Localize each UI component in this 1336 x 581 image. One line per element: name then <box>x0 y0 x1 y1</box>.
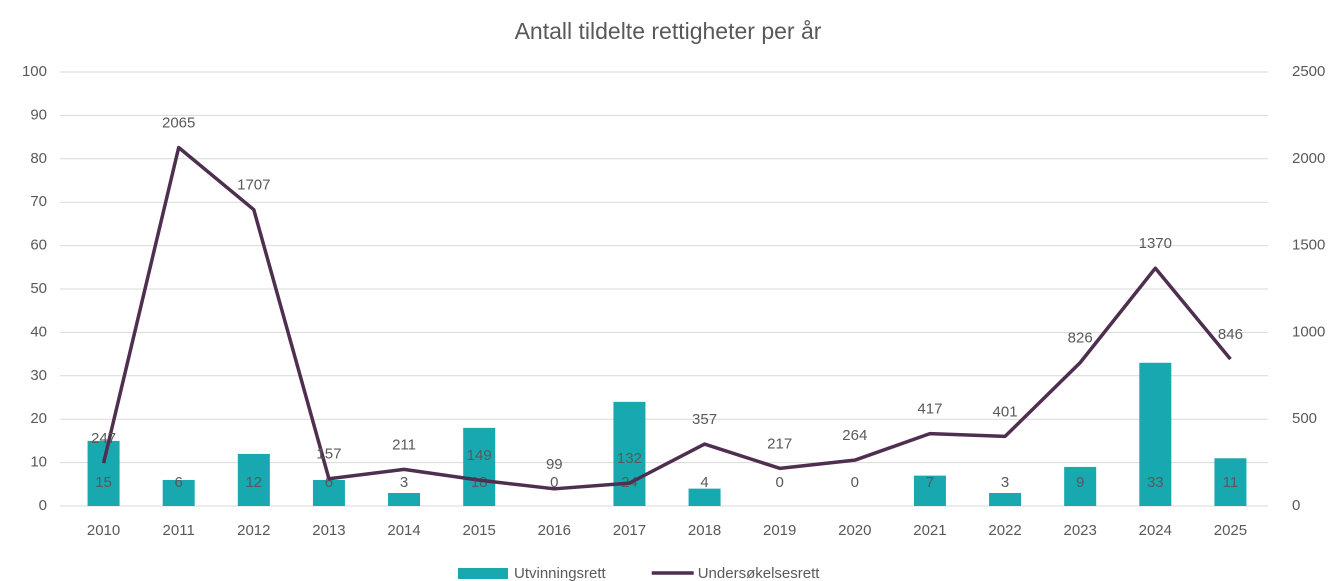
bar <box>87 440 120 506</box>
line-value-label: 1707 <box>237 177 270 194</box>
x-tick-label: 2015 <box>463 522 496 539</box>
bar-value-label: 3 <box>1001 474 1009 491</box>
legend-label: Utvinningsrett <box>514 565 607 581</box>
y-tick-label: 10 <box>30 454 47 471</box>
line-value-label: 211 <box>392 436 416 453</box>
bar <box>688 488 721 506</box>
x-tick-label: 2017 <box>613 522 646 539</box>
line-value-label: 1370 <box>1139 235 1172 252</box>
y2-tick-label: 1000 <box>1292 323 1325 340</box>
y-tick-label: 0 <box>39 497 47 514</box>
line-value-label: 357 <box>692 411 717 428</box>
y-tick-label: 100 <box>22 63 47 80</box>
legend-label: Undersøkelsesrett <box>698 565 821 581</box>
bar-value-label: 7 <box>926 474 934 491</box>
x-tick-label: 2022 <box>988 522 1021 539</box>
bar <box>1214 458 1247 506</box>
y-tick-label: 30 <box>30 367 47 384</box>
bar-value-label: 12 <box>245 474 262 491</box>
bar-value-label: 0 <box>851 474 859 491</box>
x-tick-label: 2023 <box>1064 522 1097 539</box>
line-value-label: 149 <box>467 447 492 464</box>
bar <box>388 492 421 506</box>
bar-value-label: 3 <box>400 474 408 491</box>
bar <box>613 401 646 506</box>
line-value-label: 417 <box>917 401 942 418</box>
line-value-label: 401 <box>993 403 1018 420</box>
line <box>101 145 1232 491</box>
bar <box>913 475 946 506</box>
x-tick-label: 2010 <box>87 522 120 539</box>
y2-tick-label: 0 <box>1292 497 1300 514</box>
bar-value-label: 4 <box>700 474 708 491</box>
x-tick-label: 2013 <box>312 522 345 539</box>
bar-value-label: 11 <box>1223 474 1239 491</box>
bar <box>989 492 1022 506</box>
line-value-label: 99 <box>546 456 563 473</box>
x-tick-label: 2012 <box>237 522 270 539</box>
y-tick-label: 50 <box>30 280 47 297</box>
x-tick-label: 2024 <box>1139 522 1172 539</box>
bar <box>162 479 195 506</box>
x-tick-label: 2019 <box>763 522 796 539</box>
x-tick-label: 2021 <box>913 522 946 539</box>
bar <box>237 453 270 506</box>
x-tick-label: 2020 <box>838 522 871 539</box>
y2-tick-label: 1500 <box>1292 237 1325 254</box>
line-value-label: 264 <box>842 427 867 444</box>
y-tick-label: 90 <box>30 106 47 123</box>
line-value-label: 157 <box>316 446 341 463</box>
bar-value-label: 9 <box>1076 474 1084 491</box>
bar-value-label: 0 <box>776 474 784 491</box>
line-value-label: 826 <box>1068 330 1093 347</box>
y-tick-label: 80 <box>30 150 47 167</box>
line-value-label: 2065 <box>162 114 195 131</box>
legend-swatch <box>458 568 508 579</box>
bar <box>312 479 345 506</box>
y-tick-label: 70 <box>30 193 47 210</box>
bar-value-label: 6 <box>325 474 333 491</box>
x-tick-label: 2018 <box>688 522 721 539</box>
line-value-label: 217 <box>767 435 792 452</box>
bar-value-label: 33 <box>1147 474 1164 491</box>
x-tick-label: 2016 <box>538 522 571 539</box>
y2-tick-label: 500 <box>1292 410 1317 427</box>
line-value-label: 846 <box>1218 326 1243 343</box>
bar <box>463 427 496 506</box>
x-tick-label: 2025 <box>1214 522 1247 539</box>
y2-tick-label: 2500 <box>1292 63 1325 80</box>
y-tick-label: 60 <box>30 237 47 254</box>
bar-value-label: 15 <box>95 474 112 491</box>
x-tick-label: 2014 <box>387 522 420 539</box>
chart-title: Antall tildelte rettigheter per år <box>515 18 822 44</box>
bar <box>1064 466 1097 506</box>
y-tick-label: 20 <box>30 410 47 427</box>
bar-value-label: 6 <box>175 474 183 491</box>
line-value-label: 247 <box>91 430 116 447</box>
bar <box>1139 362 1172 506</box>
y2-tick-label: 2000 <box>1292 150 1325 167</box>
y-tick-label: 40 <box>30 323 47 340</box>
bar-value-label: 0 <box>550 474 558 491</box>
x-tick-label: 2011 <box>163 522 195 539</box>
line-value-label: 132 <box>617 450 642 467</box>
